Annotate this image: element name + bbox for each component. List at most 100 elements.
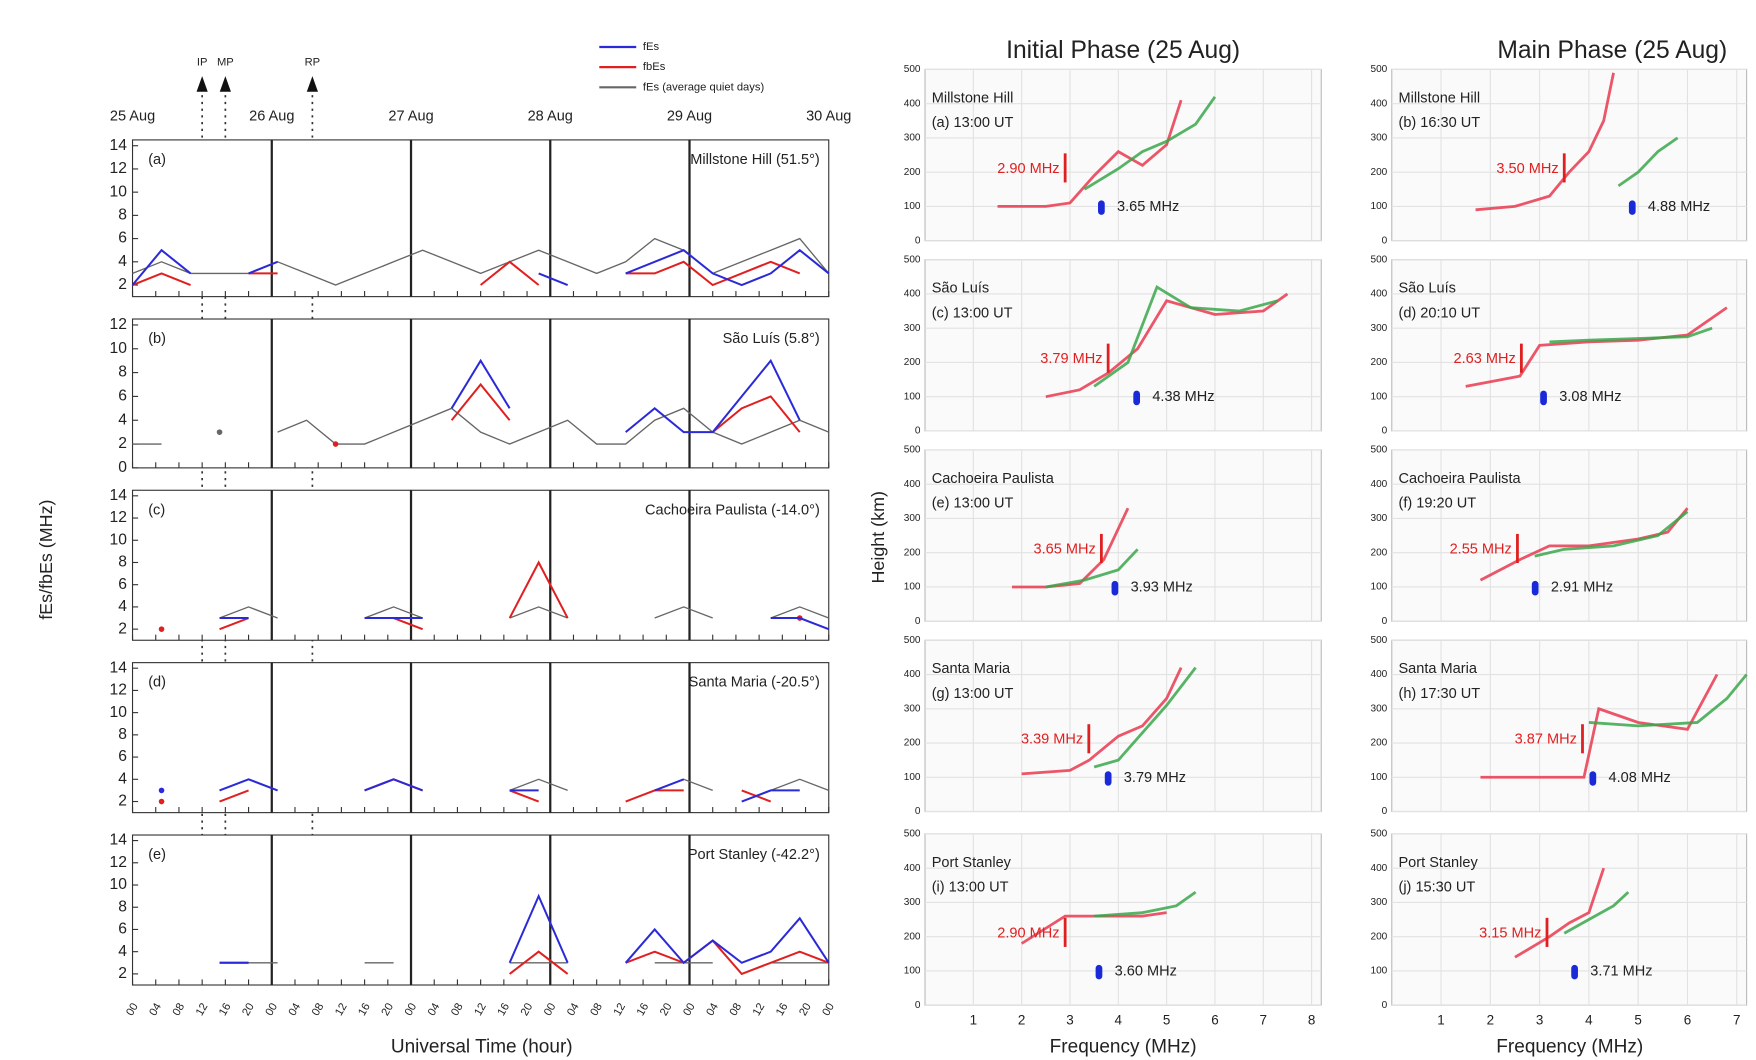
station-label: Santa Maria (1398, 661, 1477, 677)
y-tick-label: 12 (110, 854, 127, 871)
y-tick-label: 0 (915, 426, 921, 437)
y-tick-label: 500 (904, 635, 921, 646)
y-tick-label: 500 (904, 64, 921, 75)
y-tick-label: 300 (1370, 323, 1387, 334)
y-tick-label: 12 (110, 316, 127, 333)
day-label: 30 Aug (806, 108, 851, 124)
y-tick-label: 0 (1382, 426, 1388, 437)
y-tick-label: 500 (1370, 254, 1387, 265)
y-tick-label: 400 (904, 98, 921, 109)
y-tick-label: 200 (1370, 738, 1387, 749)
x-tick-label: 2 (1018, 1012, 1025, 1027)
y-tick-label: 500 (904, 254, 921, 265)
y-tick-label: 2 (118, 620, 127, 637)
time-label: (e) 13:00 UT (932, 496, 1014, 512)
station-label: Port Stanley (-42.2°) (688, 847, 820, 863)
peak-marker (1112, 581, 1119, 596)
y-tick-label: 300 (904, 133, 921, 144)
y-tick-label: 2 (118, 965, 127, 982)
y-tick-label: 500 (1370, 64, 1387, 75)
x-tick-label: 16 (495, 1001, 512, 1018)
y-tick-label: 6 (118, 921, 127, 938)
station-label: Millstone Hill (1398, 90, 1480, 106)
peak-label: 4.08 MHz (1609, 770, 1671, 786)
x-tick-label: 00 (820, 1001, 837, 1018)
x-tick-label: 00 (542, 1001, 559, 1018)
y-tick-label: 4 (118, 598, 127, 615)
x-tick-label: 00 (263, 1001, 280, 1018)
time-label: (d) 20:10 UT (1398, 305, 1480, 321)
station-label: Millstone Hill (51.5°) (690, 152, 820, 168)
y-tick-label: 6 (118, 576, 127, 593)
time-label: (a) 13:00 UT (932, 115, 1014, 131)
y-tick-label: 300 (1370, 703, 1387, 714)
y-tick-label: 14 (110, 659, 128, 676)
y-tick-label: 4 (118, 943, 127, 960)
cutoff-label: 2.63 MHz (1454, 351, 1516, 367)
station-label: Cachoeira Paulista (932, 471, 1055, 487)
x-tick-label: 20 (379, 1001, 396, 1018)
x-tick-label: 1 (970, 1012, 977, 1027)
station-label: São Luís (5.8°) (723, 331, 820, 347)
column-title: Main Phase (25 Aug) (1497, 37, 1727, 64)
y-tick-label: 500 (1370, 445, 1387, 456)
station-label: Port Stanley (1398, 855, 1478, 871)
peak-marker (1540, 391, 1547, 406)
station-label: São Luís (1398, 281, 1455, 297)
y-tick-label: 500 (904, 829, 921, 840)
peak-label: 3.60 MHz (1115, 963, 1177, 979)
x-tick-label: 12 (333, 1001, 350, 1018)
x-tick-label: 00 (403, 1001, 420, 1018)
time-label: (h) 17:30 UT (1398, 686, 1480, 702)
y-tick-label: 14 (110, 487, 128, 504)
panel-label: (c) (148, 502, 165, 518)
y-tick-label: 10 (110, 876, 128, 893)
time-label: (j) 15:30 UT (1398, 879, 1475, 895)
y-tick-label: 0 (1382, 1000, 1388, 1011)
peak-label: 3.65 MHz (1117, 199, 1179, 215)
y-tick-label: 2 (118, 793, 127, 810)
y-tick-label: 14 (110, 137, 128, 154)
panel-label: (a) (148, 152, 166, 168)
column-title: Initial Phase (25 Aug) (1006, 37, 1240, 64)
legend-label: fbEs (643, 61, 666, 73)
x-axis-title: Universal Time (hour) (391, 1037, 573, 1058)
y-tick-label: 100 (1370, 201, 1387, 212)
peak-marker (1096, 965, 1103, 980)
x-axis-title: Frequency (MHz) (1496, 1037, 1643, 1058)
y-tick-label: 500 (1370, 635, 1387, 646)
cutoff-label: 3.15 MHz (1479, 925, 1541, 941)
y-tick-label: 6 (118, 388, 127, 405)
x-tick-label: 3 (1066, 1012, 1073, 1027)
y-tick-label: 0 (915, 1000, 921, 1011)
phase-arrow (220, 76, 231, 92)
y-tick-label: 0 (118, 459, 127, 476)
x-tick-label: 20 (519, 1001, 536, 1018)
y-tick-label: 200 (904, 167, 921, 178)
cutoff-label: 2.90 MHz (997, 161, 1059, 177)
x-tick-label: 16 (774, 1001, 791, 1018)
y-tick-label: 300 (904, 513, 921, 524)
day-label: 28 Aug (528, 108, 573, 124)
station-label: São Luís (932, 281, 989, 297)
peak-marker (1629, 200, 1636, 215)
y-tick-label: 100 (1370, 391, 1387, 402)
y-tick-label: 100 (904, 391, 921, 402)
y-tick-label: 10 (110, 531, 128, 548)
y-tick-label: 400 (1370, 669, 1387, 680)
legend-label: fEs (643, 41, 660, 53)
x-tick-label: 20 (240, 1001, 257, 1018)
y-tick-label: 100 (1370, 582, 1387, 593)
x-tick-label: 08 (728, 1001, 745, 1018)
y-tick-label: 0 (1382, 806, 1388, 817)
y-tick-label: 2 (118, 276, 127, 293)
y-axis-title: Height (km) (868, 491, 888, 583)
peak-label: 3.08 MHz (1559, 389, 1621, 405)
y-tick-label: 0 (1382, 616, 1388, 627)
y-tick-label: 300 (904, 897, 921, 908)
y-tick-label: 400 (904, 669, 921, 680)
y-tick-label: 400 (1370, 98, 1387, 109)
x-tick-label: 7 (1733, 1012, 1740, 1027)
panel-label: (e) (148, 847, 166, 863)
y-tick-label: 8 (118, 554, 127, 571)
